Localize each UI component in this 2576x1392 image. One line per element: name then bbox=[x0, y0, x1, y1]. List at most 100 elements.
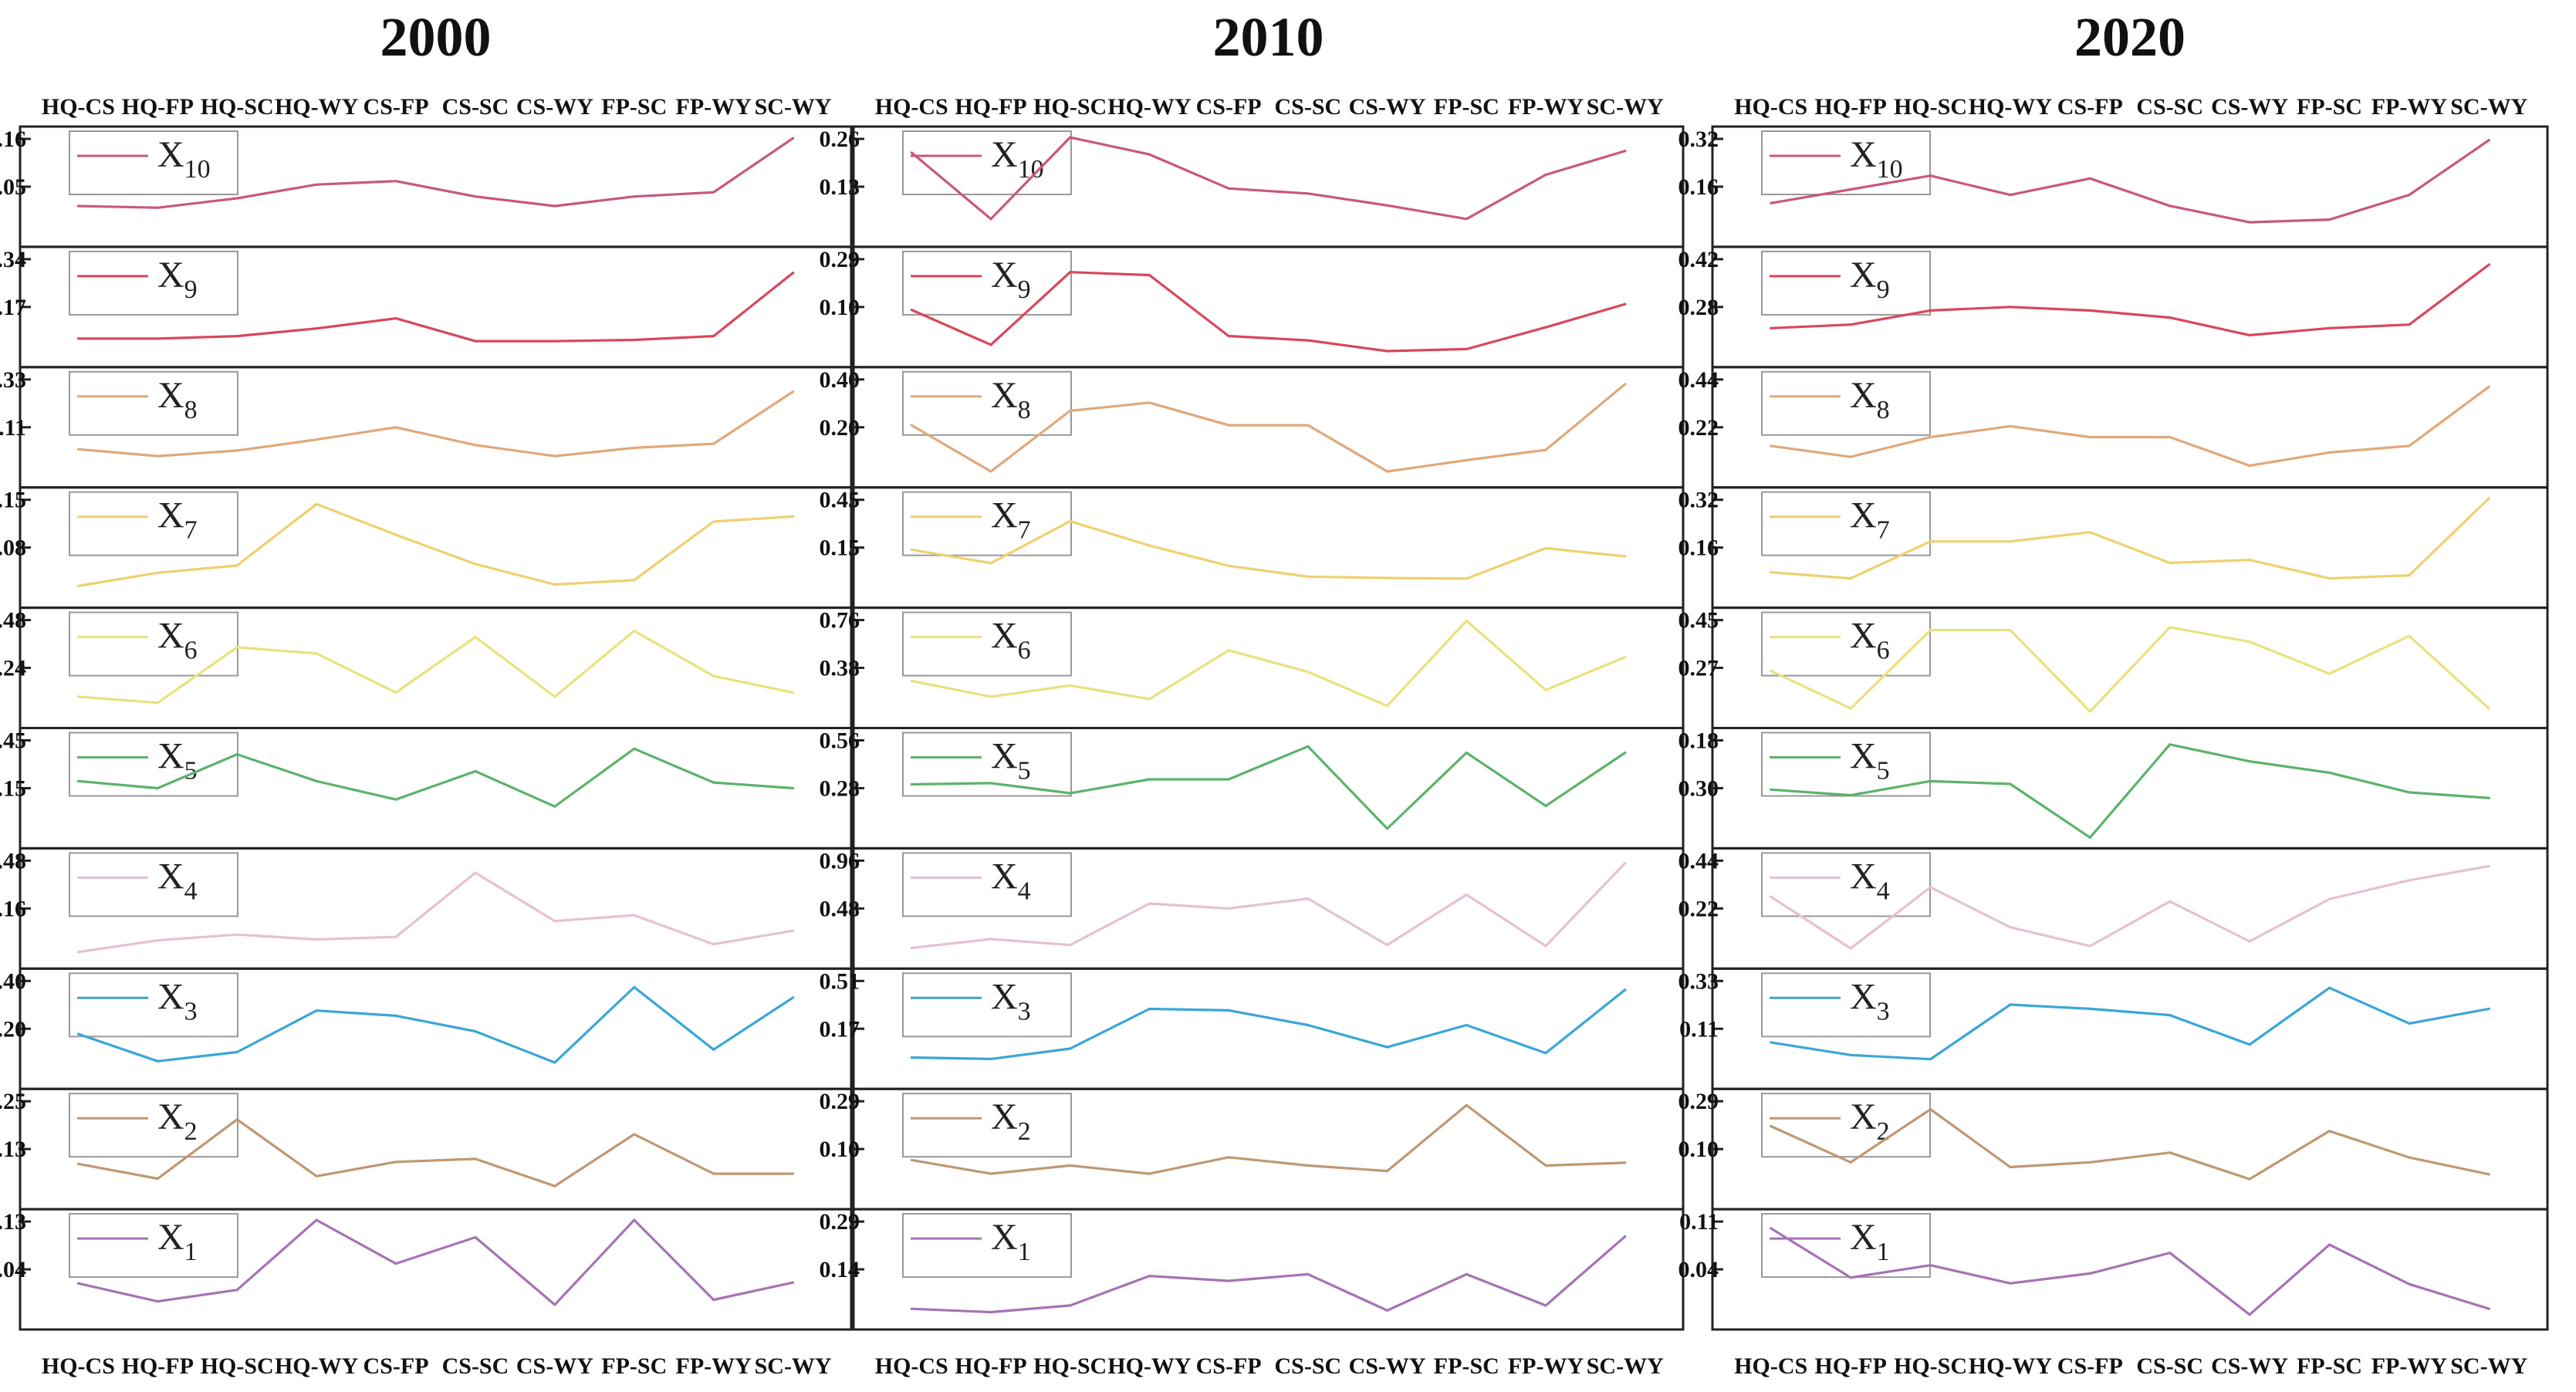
legend-label-subscript: 1 bbox=[1877, 1238, 1890, 1266]
data-point bbox=[1069, 271, 1072, 274]
legend: X6 bbox=[902, 611, 1072, 677]
panel-X9: 0.42 0.28 X9 bbox=[1678, 245, 2549, 369]
top-category-label: HQ-WY bbox=[275, 94, 359, 120]
legend-box bbox=[1761, 1093, 1931, 1158]
series-line-X1 bbox=[78, 1218, 793, 1306]
data-point bbox=[1929, 1108, 1932, 1111]
data-point bbox=[235, 1050, 238, 1054]
data-point bbox=[1544, 944, 1547, 948]
legend-label-base: X bbox=[991, 976, 1018, 1017]
data-point bbox=[235, 753, 238, 756]
top-category-label: HQ-FP bbox=[122, 94, 194, 120]
panel-X4: 0.48 0.16 X4 bbox=[0, 846, 853, 970]
data-point bbox=[156, 571, 159, 574]
top-category-label: SC-WY bbox=[2450, 94, 2527, 120]
data-point bbox=[2088, 435, 2091, 439]
legend-box bbox=[902, 611, 1072, 677]
panel-X2: 0.29 0.10 X2 bbox=[1678, 1087, 2549, 1211]
data-point bbox=[315, 502, 318, 505]
series-line-X9 bbox=[1770, 263, 2490, 336]
legend-label-base: X bbox=[991, 616, 1018, 657]
legend-label-base: X bbox=[157, 856, 184, 897]
data-point bbox=[2169, 743, 2172, 746]
data-point bbox=[910, 309, 913, 312]
bottom-category-label: FP-SC bbox=[601, 1353, 667, 1379]
data-point bbox=[1227, 1009, 1230, 1012]
data-point bbox=[1069, 1304, 1072, 1307]
panel-X5: 0.56 0.28 X5 bbox=[820, 727, 1685, 850]
y-tick-label: 0.33 bbox=[0, 367, 26, 393]
data-point bbox=[989, 218, 992, 221]
data-point bbox=[474, 871, 477, 874]
bottom-category-label: HQ-CS bbox=[1734, 1353, 1807, 1379]
legend-box bbox=[902, 972, 1072, 1038]
data-point bbox=[910, 679, 913, 683]
legend-label-base: X bbox=[1850, 495, 1877, 536]
legend-label: X6 bbox=[991, 616, 1031, 665]
legend-label: X4 bbox=[157, 856, 198, 905]
series-line-X4 bbox=[1770, 864, 2490, 950]
data-point bbox=[474, 1235, 477, 1239]
data-point bbox=[989, 1310, 992, 1314]
data-point bbox=[712, 1048, 715, 1051]
data-point bbox=[2009, 424, 2012, 427]
data-point bbox=[235, 1118, 238, 1121]
data-point bbox=[2248, 1313, 2251, 1316]
data-point bbox=[2487, 385, 2490, 388]
data-point bbox=[1849, 707, 1852, 710]
series-line-X9 bbox=[78, 272, 794, 343]
data-point bbox=[792, 515, 795, 519]
data-point bbox=[633, 747, 636, 750]
data-point bbox=[1148, 1172, 1151, 1175]
top-category-label: HQ-SC bbox=[201, 94, 274, 120]
legend: X5 bbox=[902, 731, 1072, 797]
y-tick-label: 0.11 bbox=[0, 415, 26, 441]
top-category-label: HQ-SC bbox=[1894, 94, 1967, 120]
legend-label-subscript: 3 bbox=[1018, 997, 1031, 1025]
y-tick-label: 0.42 bbox=[1678, 247, 1719, 272]
legend-label-subscript: 3 bbox=[1877, 997, 1890, 1025]
legend-label-subscript: 2 bbox=[1018, 1117, 1031, 1146]
data-point bbox=[235, 564, 238, 567]
data-point bbox=[1929, 435, 1932, 439]
data-point bbox=[2487, 1007, 2490, 1010]
data-point bbox=[2408, 1156, 2411, 1159]
legend-label: X4 bbox=[991, 856, 1031, 905]
y-tick-label: 0.08 bbox=[0, 536, 26, 561]
data-point bbox=[156, 454, 159, 458]
y-tick-label: 0.28 bbox=[1678, 295, 1719, 320]
series-line-X4 bbox=[78, 871, 793, 954]
legend: X2 bbox=[902, 1093, 1072, 1158]
legend-label-base: X bbox=[991, 736, 1018, 777]
data-point bbox=[2169, 900, 2172, 903]
data-point bbox=[1544, 1304, 1547, 1307]
data-point bbox=[989, 343, 992, 346]
series-line-X2 bbox=[911, 1103, 1625, 1175]
data-point bbox=[633, 338, 636, 342]
bottom-category-label: CS-FP bbox=[1196, 1353, 1262, 1379]
legend-box bbox=[902, 731, 1072, 797]
series-line-X5 bbox=[911, 745, 1626, 830]
y-tick-label: 0.40 bbox=[820, 367, 860, 393]
y-tick-label: 0.13 bbox=[0, 1209, 26, 1235]
bottom-category-label: HQ-FP bbox=[122, 1353, 194, 1379]
series-line-X10 bbox=[911, 136, 1626, 221]
data-point bbox=[712, 674, 715, 677]
panel-X8: 0.44 0.22 X8 bbox=[1678, 366, 2549, 489]
legend: X5 bbox=[1761, 731, 1931, 797]
series-line-X10 bbox=[1770, 139, 2490, 224]
data-point bbox=[235, 335, 238, 338]
data-point bbox=[2009, 306, 2012, 309]
data-point bbox=[2408, 879, 2411, 882]
data-point bbox=[1849, 794, 1852, 797]
legend-box bbox=[69, 972, 238, 1038]
data-point bbox=[2408, 791, 2411, 794]
data-point bbox=[989, 470, 992, 473]
data-point bbox=[1148, 1275, 1151, 1278]
data-point bbox=[2169, 1014, 2172, 1017]
data-point bbox=[2169, 435, 2172, 439]
data-point bbox=[1770, 1041, 1773, 1044]
data-point bbox=[156, 701, 159, 704]
data-point bbox=[553, 340, 556, 343]
data-point bbox=[2328, 451, 2331, 454]
